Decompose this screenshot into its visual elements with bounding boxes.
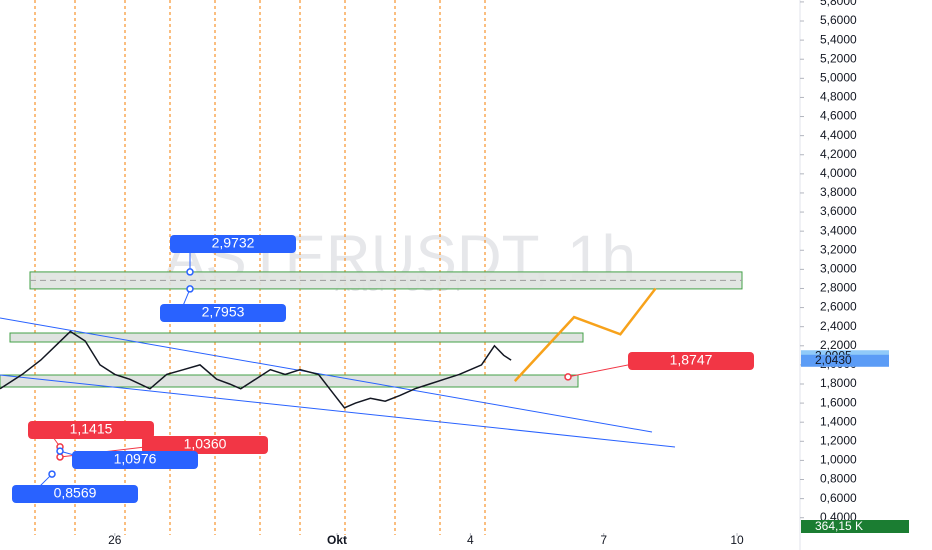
x-tick-label: 7 — [600, 533, 607, 547]
y-tick-label: 2,2000 — [820, 338, 857, 352]
y-tick-label: 5,6000 — [820, 13, 857, 27]
callout-point — [186, 268, 194, 276]
callout-box — [28, 421, 154, 439]
y-tick-label: 0,8000 — [820, 472, 857, 486]
y-tick-label: 1,6000 — [820, 395, 857, 409]
callout-label: 2,9732 — [212, 235, 255, 251]
zone — [9, 332, 584, 343]
y-tick-label: 3,8000 — [820, 185, 857, 199]
price-tag-label: 2,0430 — [815, 353, 852, 367]
y-tick-label: 3,0000 — [820, 262, 857, 276]
y-tick-label: 4,0000 — [820, 166, 857, 180]
callout-label: 2,7953 — [202, 304, 245, 320]
y-tick-label: 4,8000 — [820, 90, 857, 104]
y-tick-label: 4,4000 — [820, 128, 857, 142]
x-tick-label: 26 — [108, 533, 122, 547]
y-tick-label: 4,2000 — [820, 147, 857, 161]
zone — [0, 374, 579, 388]
callout-label: 1,0360 — [184, 436, 227, 452]
y-tick-label: 3,2000 — [820, 242, 857, 256]
callout-box — [170, 235, 296, 253]
callout-point — [48, 470, 56, 478]
callout-label: 0,8569 — [54, 485, 97, 501]
y-tick-label: 1,2000 — [820, 433, 857, 447]
y-tick-label: 5,0000 — [820, 70, 857, 84]
callout-label: 1,1415 — [70, 421, 113, 437]
callout-label: 1,8747 — [670, 352, 713, 368]
callout-box — [72, 451, 198, 469]
volume-label: 364,15 K — [815, 519, 863, 533]
y-tick-label: 2,6000 — [820, 300, 857, 314]
y-tick-label: 1,0000 — [820, 453, 857, 467]
callout-point — [56, 453, 64, 461]
y-tick-label: 1,8000 — [820, 376, 857, 390]
callout-point — [56, 447, 64, 455]
callout-box — [628, 352, 754, 370]
callout-point — [186, 285, 194, 293]
y-tick-label: 1,4000 — [820, 414, 857, 428]
price-tag — [801, 354, 889, 367]
y-tick-label: 3,4000 — [820, 223, 857, 237]
y-tick-label: 3,6000 — [820, 204, 857, 218]
x-tick-label: Okt — [327, 533, 347, 547]
y-tick-label: 4,6000 — [820, 109, 857, 123]
callout-label: 1,0976 — [114, 451, 157, 467]
y-tick-label: 5,2000 — [820, 51, 857, 65]
callout-point — [564, 373, 572, 381]
series-line — [513, 287, 657, 382]
y-tick-label: 5,8000 — [820, 0, 857, 8]
x-tick-label: 4 — [467, 533, 474, 547]
series-line — [0, 330, 512, 409]
y-tick-label: 5,4000 — [820, 32, 857, 46]
trendline — [0, 317, 653, 433]
y-tick-label: 2,8000 — [820, 281, 857, 295]
callout-box — [160, 304, 286, 322]
y-tick-label: 2,4000 — [820, 319, 857, 333]
x-tick-label: 10 — [730, 533, 744, 547]
callout-box — [12, 485, 138, 503]
volume-tag — [801, 520, 909, 533]
trendline — [0, 374, 676, 448]
y-tick-label: 0,6000 — [820, 491, 857, 505]
callout-box — [142, 436, 268, 454]
